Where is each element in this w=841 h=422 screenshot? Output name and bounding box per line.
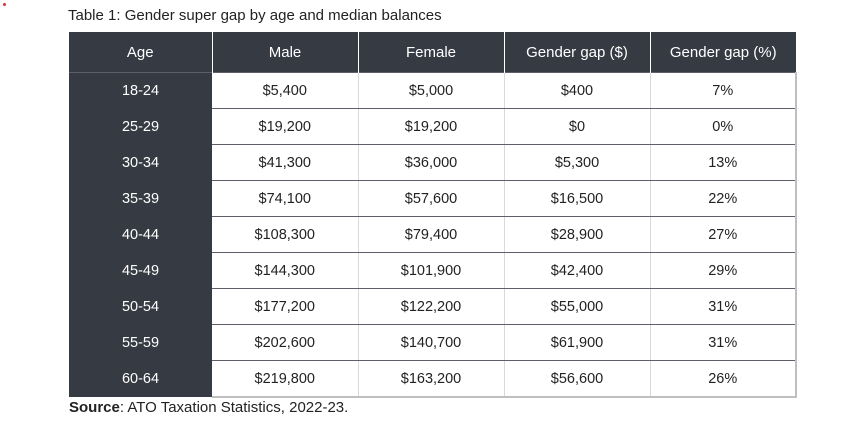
cell-gap-dollars: $55,000 [504, 288, 651, 325]
cell-gap-dollars: $5,300 [504, 144, 651, 181]
table-row: 35-39 $74,100 $57,600 $16,500 22% [69, 180, 797, 217]
table-row: 60-64 $219,800 $163,200 $56,600 26% [69, 360, 797, 398]
cell-female: $36,000 [358, 144, 505, 181]
cell-male: $202,600 [212, 324, 359, 361]
table-row: 55-59 $202,600 $140,700 $61,900 31% [69, 324, 797, 361]
table-row: 40-44 $108,300 $79,400 $28,900 27% [69, 216, 797, 253]
cell-female: $101,900 [358, 252, 505, 289]
header-gap-percent: Gender gap (%) [650, 32, 796, 73]
cell-male: $41,300 [212, 144, 359, 181]
table-row: 30-34 $41,300 $36,000 $5,300 13% [69, 144, 797, 181]
cell-age: 50-54 [69, 288, 212, 325]
header-female: Female [358, 32, 505, 73]
cell-male: $19,200 [212, 108, 359, 145]
cell-age: 45-49 [69, 252, 212, 289]
cell-gap-dollars: $0 [504, 108, 651, 145]
cell-male: $177,200 [212, 288, 359, 325]
cell-male: $74,100 [212, 180, 359, 217]
cell-female: $140,700 [358, 324, 505, 361]
header-male: Male [212, 32, 359, 73]
cell-male: $219,800 [212, 360, 359, 398]
cell-female: $19,200 [358, 108, 505, 145]
cell-gap-percent: 0% [650, 108, 797, 145]
cell-gap-percent: 31% [650, 288, 797, 325]
cell-age: 25-29 [69, 108, 212, 145]
cell-male: $5,400 [212, 72, 359, 109]
source-label: Source [69, 399, 120, 416]
source-note: Source: ATO Taxation Statistics, 2022-23… [69, 399, 348, 416]
table-row: 18-24 $5,400 $5,000 $400 7% [69, 72, 797, 109]
cell-gap-percent: 13% [650, 144, 797, 181]
cell-gap-dollars: $28,900 [504, 216, 651, 253]
cell-gap-dollars: $16,500 [504, 180, 651, 217]
cell-female: $163,200 [358, 360, 505, 398]
source-text: : ATO Taxation Statistics, 2022-23. [119, 399, 349, 416]
table-header-row: Age Male Female Gender gap ($) Gender ga… [69, 32, 796, 73]
cell-age: 40-44 [69, 216, 212, 253]
cell-gap-percent: 7% [650, 72, 797, 109]
cell-male: $108,300 [212, 216, 359, 253]
cell-age: 30-34 [69, 144, 212, 181]
table-row: 45-49 $144,300 $101,900 $42,400 29% [69, 252, 797, 289]
cell-female: $5,000 [358, 72, 505, 109]
cell-gap-dollars: $400 [504, 72, 651, 109]
table-row: 25-29 $19,200 $19,200 $0 0% [69, 108, 797, 145]
cell-gap-dollars: $61,900 [504, 324, 651, 361]
cell-age: 60-64 [69, 360, 212, 397]
cell-gap-percent: 29% [650, 252, 797, 289]
table-row: 50-54 $177,200 $122,200 $55,000 31% [69, 288, 797, 325]
cell-female: $57,600 [358, 180, 505, 217]
cell-female: $122,200 [358, 288, 505, 325]
table-caption: Table 1: Gender super gap by age and med… [68, 7, 442, 24]
gender-super-gap-table: Age Male Female Gender gap ($) Gender ga… [69, 32, 797, 398]
cell-male: $144,300 [212, 252, 359, 289]
cell-gap-dollars: $42,400 [504, 252, 651, 289]
cell-age: 35-39 [69, 180, 212, 217]
cell-age: 18-24 [69, 72, 212, 109]
header-age: Age [69, 32, 213, 73]
cell-female: $79,400 [358, 216, 505, 253]
cell-age: 55-59 [69, 324, 212, 361]
cell-gap-percent: 31% [650, 324, 797, 361]
header-gap-dollars: Gender gap ($) [504, 32, 651, 73]
cell-gap-dollars: $56,600 [504, 360, 651, 398]
cell-gap-percent: 26% [650, 360, 797, 398]
cell-gap-percent: 22% [650, 180, 797, 217]
marker-dot [3, 3, 6, 6]
cell-gap-percent: 27% [650, 216, 797, 253]
